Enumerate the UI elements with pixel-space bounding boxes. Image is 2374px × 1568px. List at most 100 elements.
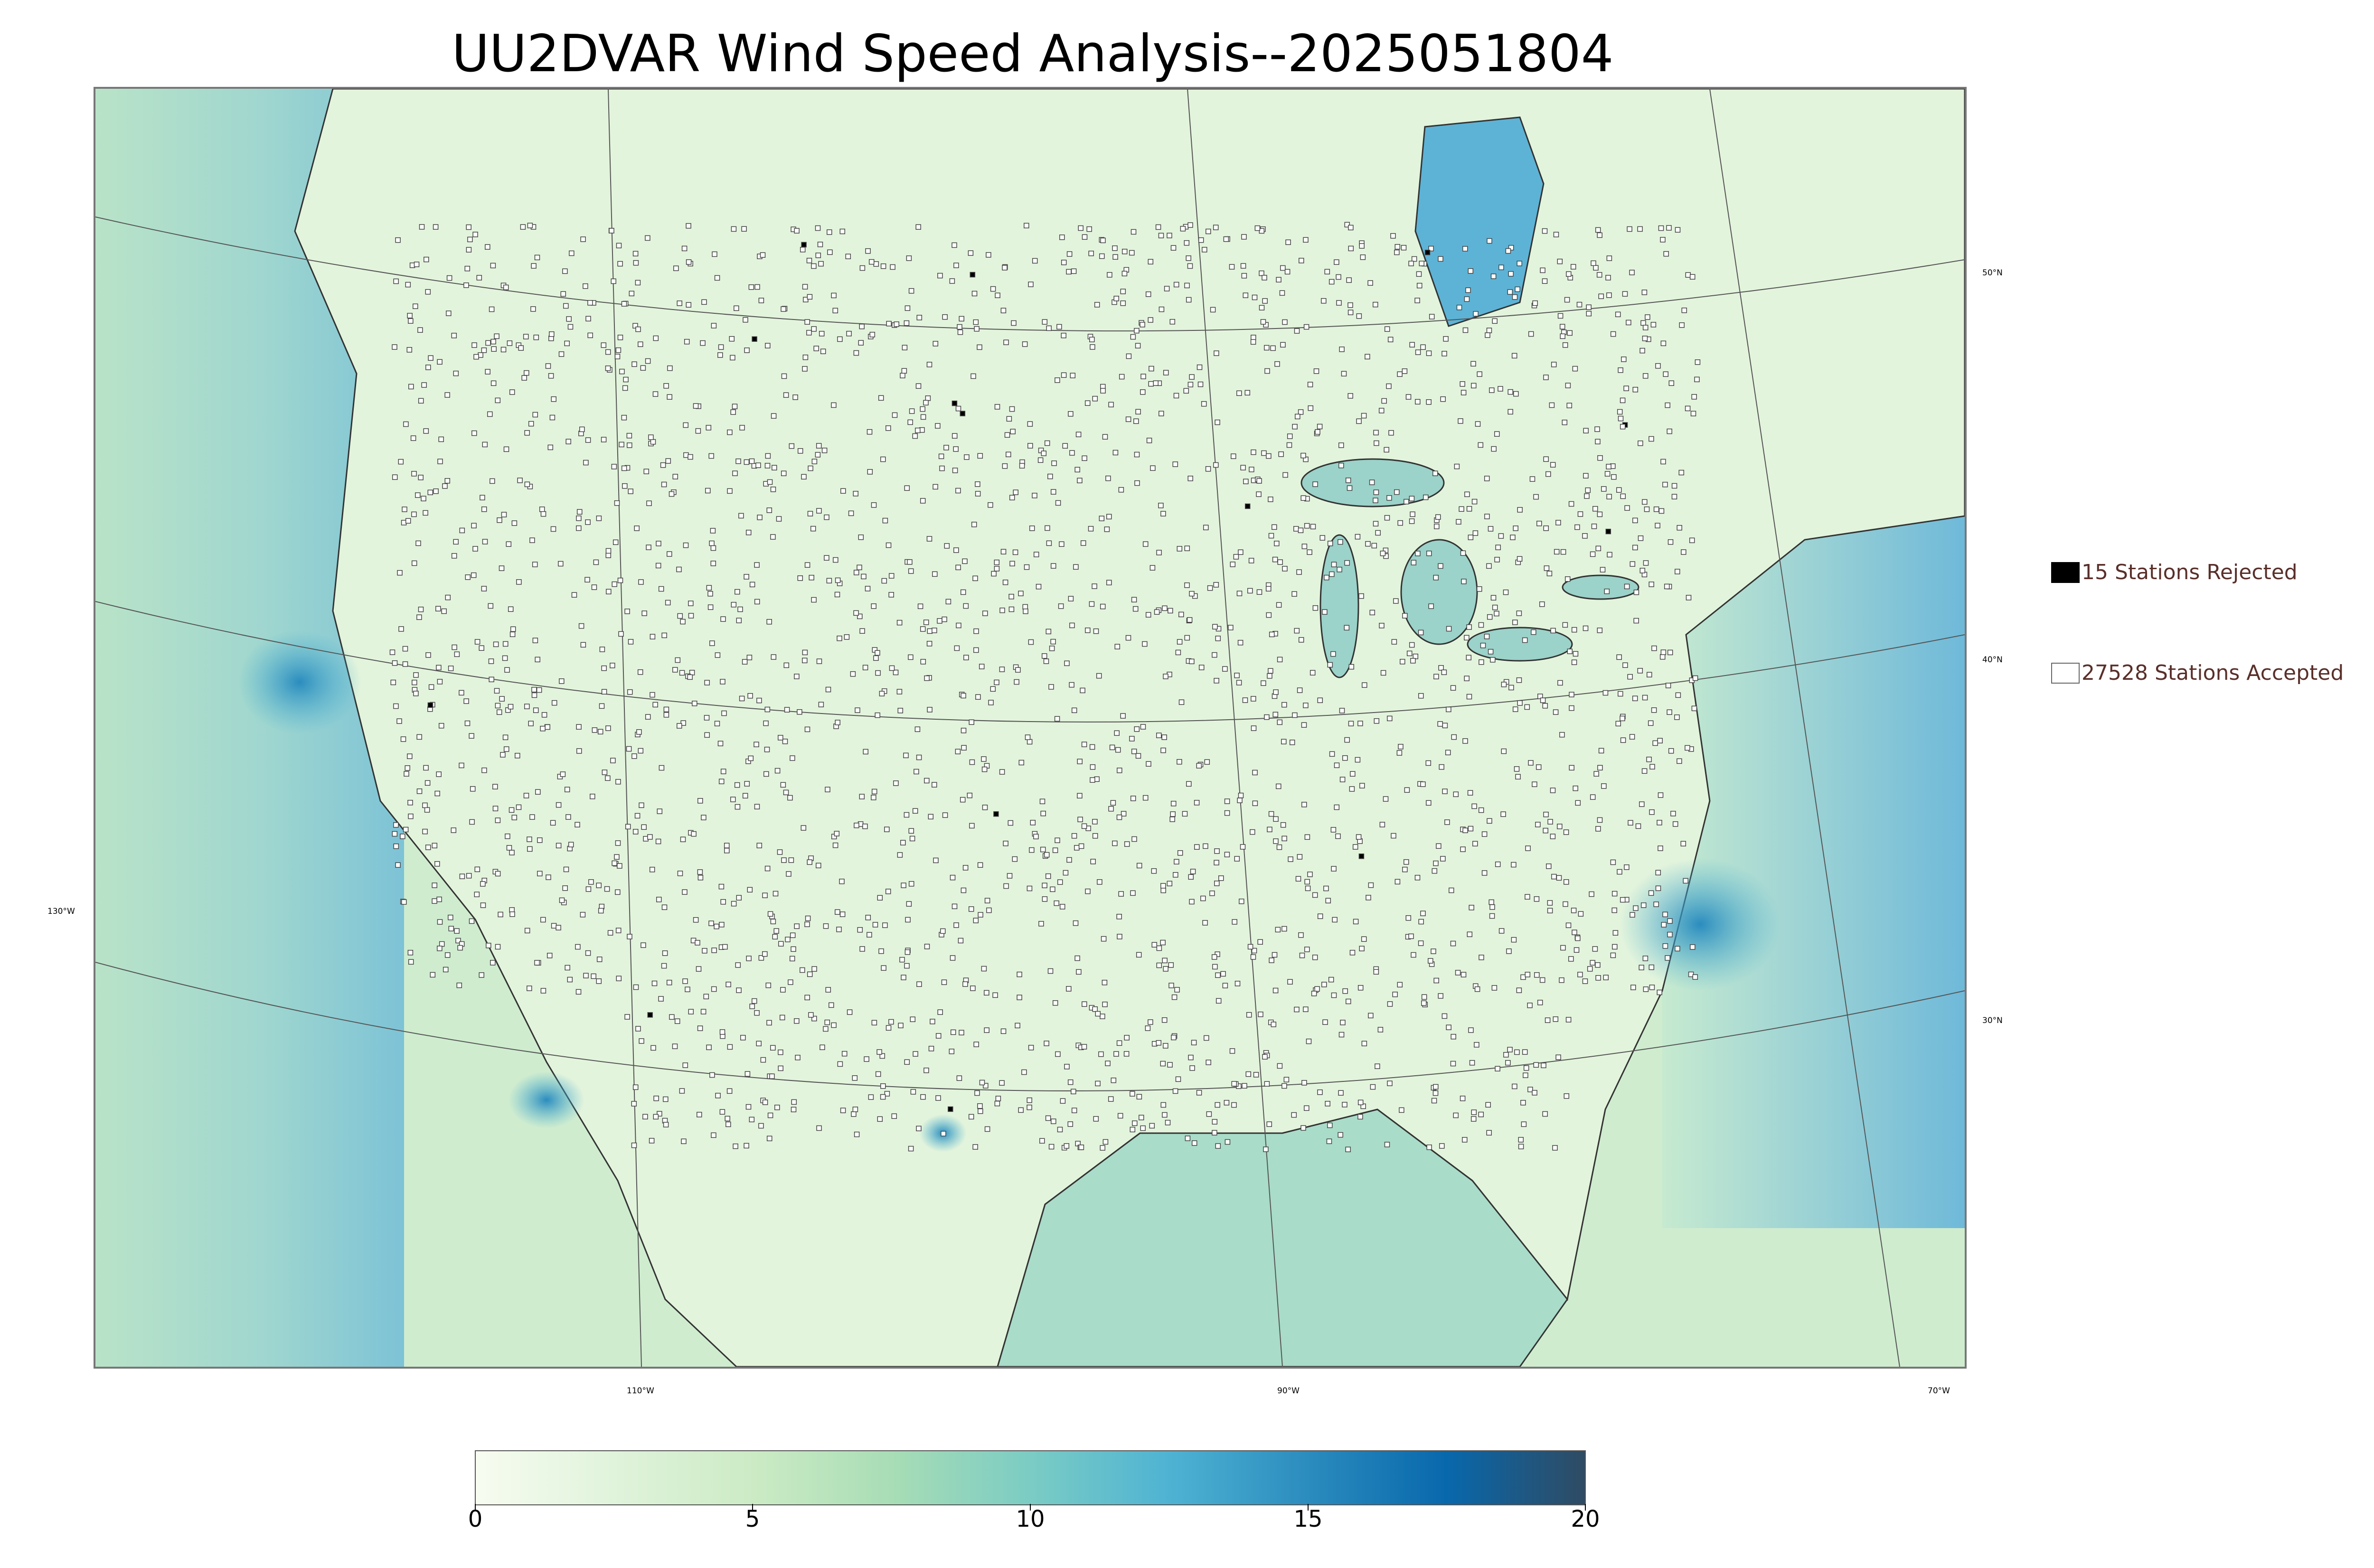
accepted-station-marker <box>1268 668 1273 674</box>
accepted-station-marker <box>1546 571 1553 576</box>
accepted-station-marker <box>1212 1130 1217 1136</box>
accepted-station-marker <box>1629 734 1635 740</box>
accepted-station-marker <box>1110 800 1116 806</box>
accepted-station-marker <box>1293 526 1299 532</box>
accepted-station-marker <box>653 335 659 341</box>
accepted-station-marker <box>1059 235 1065 240</box>
accepted-station-marker <box>889 665 895 671</box>
accepted-station-marker <box>648 434 654 440</box>
accepted-station-marker <box>1287 433 1293 439</box>
accepted-station-marker <box>1587 966 1593 972</box>
accepted-station-marker <box>1569 705 1574 711</box>
accepted-station-marker <box>1067 1079 1074 1085</box>
accepted-station-marker <box>1264 368 1270 374</box>
accepted-station-marker <box>602 770 608 775</box>
accepted-station-marker <box>1557 824 1563 829</box>
accepted-station-marker <box>1069 450 1075 456</box>
accepted-station-marker <box>977 453 983 459</box>
accepted-station-marker <box>1162 958 1168 964</box>
accepted-station-marker <box>973 319 979 325</box>
accepted-station-marker <box>1620 397 1626 404</box>
accepted-station-marker <box>896 620 903 626</box>
accepted-station-marker <box>1597 232 1602 238</box>
accepted-station-marker <box>1618 415 1624 422</box>
accepted-station-marker <box>900 373 905 378</box>
colorbar-tick-5 <box>752 1504 753 1511</box>
accepted-station-marker <box>727 1044 733 1050</box>
accepted-station-marker <box>1471 803 1477 809</box>
accepted-station-marker <box>646 545 651 550</box>
accepted-station-marker <box>1460 972 1467 977</box>
accepted-station-marker <box>1008 606 1015 612</box>
accepted-station-marker <box>1388 430 1394 436</box>
accepted-station-marker <box>1189 658 1195 665</box>
accepted-station-marker <box>784 707 790 713</box>
accepted-station-marker <box>1121 811 1127 817</box>
accepted-station-marker <box>935 1095 941 1101</box>
accepted-station-marker <box>943 445 949 451</box>
accepted-station-marker <box>1346 998 1351 1005</box>
accepted-station-marker <box>545 724 550 730</box>
accepted-station-marker <box>1466 655 1472 660</box>
accepted-station-marker <box>1338 1090 1344 1096</box>
accepted-station-marker <box>1297 687 1303 693</box>
accepted-station-marker <box>701 299 707 305</box>
accepted-station-marker <box>908 288 914 294</box>
accepted-station-marker <box>1009 495 1015 500</box>
accepted-station-marker <box>1471 498 1478 505</box>
accepted-station-marker <box>1562 342 1568 348</box>
accepted-station-marker <box>950 874 956 881</box>
accepted-station-marker <box>882 517 888 524</box>
accepted-station-marker <box>1394 244 1401 250</box>
accepted-station-marker <box>446 275 452 281</box>
accepted-station-marker <box>1012 549 1018 555</box>
accepted-station-marker <box>1070 373 1076 378</box>
accepted-station-marker <box>1210 307 1216 313</box>
accepted-station-marker <box>1639 965 1644 970</box>
accepted-station-marker <box>764 463 771 469</box>
accepted-station-marker <box>485 244 490 250</box>
accepted-station-marker <box>1425 760 1432 766</box>
accepted-station-marker <box>755 462 761 468</box>
accepted-station-marker <box>851 1111 857 1117</box>
accepted-station-marker <box>992 992 998 998</box>
accepted-station-marker <box>1694 376 1700 383</box>
accepted-station-marker <box>490 263 496 269</box>
accepted-station-marker <box>754 1010 760 1016</box>
accepted-station-marker <box>534 254 540 261</box>
accepted-station-marker <box>400 834 405 839</box>
accepted-station-marker <box>709 540 715 546</box>
accepted-station-marker <box>682 978 688 984</box>
accepted-station-marker <box>587 300 593 306</box>
accepted-station-marker <box>1006 451 1011 458</box>
accepted-station-marker <box>1057 1127 1063 1133</box>
accepted-station-marker <box>1649 985 1655 990</box>
accepted-station-marker <box>1597 628 1603 633</box>
accepted-station-marker <box>1415 551 1421 556</box>
accepted-station-marker <box>990 286 996 292</box>
accepted-station-marker <box>1295 876 1301 882</box>
accepted-station-marker <box>1505 1060 1511 1066</box>
wind-speed-colorbar <box>475 1450 1586 1505</box>
accepted-station-marker <box>1174 987 1180 993</box>
accepted-station-marker <box>1442 723 1448 729</box>
accepted-station-marker <box>1184 240 1190 246</box>
accepted-station-marker <box>1470 361 1476 367</box>
accepted-station-marker <box>494 333 499 339</box>
accepted-station-marker <box>1450 685 1456 691</box>
accepted-station-marker <box>591 973 596 979</box>
accepted-station-marker <box>1555 1054 1561 1060</box>
accepted-station-marker <box>871 502 877 508</box>
accepted-station-marker <box>771 654 777 660</box>
accepted-station-marker <box>615 840 621 846</box>
accepted-station-marker <box>1134 480 1140 486</box>
accepted-station-marker <box>1621 357 1627 362</box>
accepted-station-marker <box>1439 1143 1445 1149</box>
accepted-station-marker <box>949 278 955 284</box>
accepted-station-marker <box>1675 569 1680 574</box>
accepted-station-marker <box>532 412 538 418</box>
accepted-station-marker <box>1472 841 1478 846</box>
accepted-station-marker <box>1169 817 1175 822</box>
accepted-station-marker <box>1344 737 1350 743</box>
accepted-station-marker <box>1089 601 1095 607</box>
